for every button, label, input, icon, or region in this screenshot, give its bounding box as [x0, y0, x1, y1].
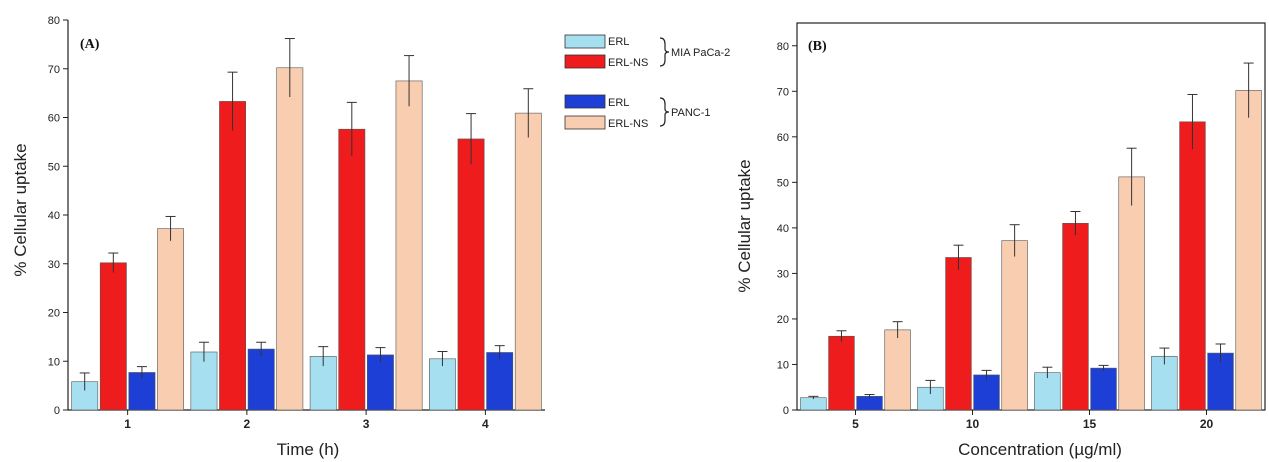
panel-a-y-tick-label: 30 [48, 259, 60, 271]
panel-a-y-tick-label: 60 [48, 113, 60, 125]
panel-b-y-tick-label: 0 [783, 405, 789, 417]
panel-b-bar [1207, 352, 1234, 411]
panel-b-bar [828, 335, 855, 411]
legend-label-erlns-mia: ERL-NS [608, 57, 648, 69]
panel-a-bar [157, 228, 184, 411]
panel-b-y-tick-label: 60 [777, 132, 789, 144]
panel-b-x-tick-label: 10 [966, 417, 980, 431]
panel-b-bar [856, 396, 883, 411]
legend-label-erlns-panc: ERL-NS [608, 118, 648, 130]
panel-a-x-tick-label: 2 [244, 417, 251, 431]
panel-a-bar [457, 138, 485, 411]
panel-b-bar [945, 257, 972, 411]
panel-a-bar [514, 112, 542, 411]
panel-a-y-tick-label: 10 [48, 356, 60, 368]
panel-b-x-axis-label: Concentration (µg/ml) [958, 440, 1122, 459]
panel-b-y-tick-label: 30 [777, 268, 789, 280]
panel-a-x-tick-label: 4 [482, 417, 489, 431]
panel-a-bar [367, 354, 394, 411]
panel-a-x-axis-label: Time (h) [277, 440, 340, 459]
legend-label-erl-mia: ERL [608, 36, 629, 48]
panel-a-y-tick-label: 40 [48, 210, 60, 222]
panel-b-y-tick-label: 10 [777, 359, 789, 371]
legend-swatch-erl-mia [564, 34, 606, 49]
panel-a-label: (A) [80, 37, 100, 52]
panel-b-bar [1001, 240, 1028, 411]
legend-group-mia-paca2: MIA PaCa-2 [671, 47, 730, 59]
panel-b-x-tick-label: 20 [1200, 417, 1214, 431]
panel-b-label: (B) [808, 39, 827, 54]
legend-brace-mia [659, 37, 670, 67]
panel-b-x-tick-label: 15 [1083, 417, 1097, 431]
panel-a-y-tick-label: 70 [48, 64, 60, 76]
panel-b-bar [1118, 176, 1145, 411]
legend-swatch-erlns-mia [564, 54, 606, 69]
panel-b-bar [1235, 90, 1262, 411]
panel-a-x-tick-label: 1 [124, 417, 131, 431]
panel-b-y-tick-label: 70 [777, 86, 789, 98]
panel-b-bar [1090, 367, 1117, 411]
legend-swatch-erlns-panc [564, 115, 606, 130]
panel-a-bar [395, 80, 423, 411]
panel-a-y-tick-label: 80 [48, 15, 60, 27]
panel-b-y-tick-label: 50 [777, 177, 789, 189]
panel-b-bar [1034, 372, 1061, 411]
panel-b-bar [973, 374, 1000, 411]
panel-a: (A) % Cellular uptake Time (h) 0 10 20 30 40… [11, 15, 545, 459]
panel-b-plot-frame [796, 22, 1266, 411]
panel-a-bar [429, 358, 456, 411]
panel-a-bar [276, 67, 304, 411]
panel-b-y-axis-label: % Cellular uptake [735, 159, 754, 292]
legend: ERL ERL-NS MIA PaCa-2 ERL ERL-NS PANC-1 [564, 34, 730, 130]
panel-b-bar [884, 329, 911, 411]
panel-b-bar [1179, 121, 1206, 411]
panel-b: (B) % Cellular uptake Concentration (µg/… [735, 22, 1266, 459]
panel-b-bar [1062, 223, 1089, 411]
panel-a-y-tick-label: 50 [48, 161, 60, 173]
panel-b-y-tick-label: 40 [777, 223, 789, 235]
legend-group-panc1: PANC-1 [671, 107, 711, 119]
legend-swatch-erl-panc [564, 94, 606, 109]
panel-b-y-tick-label: 20 [777, 314, 789, 326]
panel-a-y-axis-label: % Cellular uptake [11, 143, 30, 276]
panel-a-bar [338, 128, 366, 411]
panel-a-y-tick-label: 20 [48, 308, 60, 320]
panel-a-bar [486, 352, 514, 411]
panel-b-y-tick-label: 80 [777, 41, 789, 53]
panel-b-bar [800, 397, 827, 411]
panel-b-x-tick-label: 5 [852, 417, 859, 431]
panel-a-x-tick-label: 3 [363, 417, 370, 431]
legend-brace-panc [659, 97, 670, 127]
panel-a-bar [99, 262, 127, 411]
legend-label-erl-panc: ERL [608, 97, 629, 109]
panel-a-bar [247, 348, 275, 411]
panel-a-y-tick-label: 0 [54, 405, 60, 417]
panel-a-bar [219, 101, 246, 411]
panel-a-bar [128, 372, 156, 411]
